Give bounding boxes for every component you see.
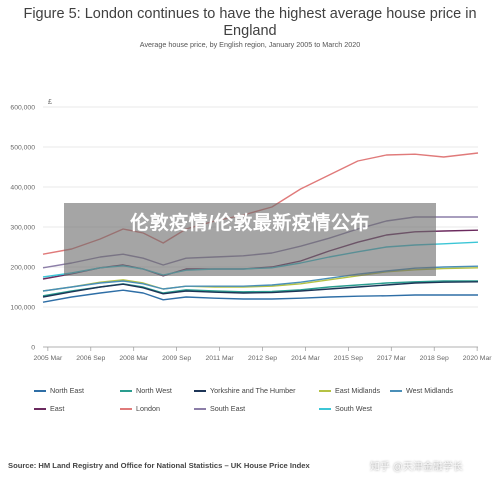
x-tick-label: 2015 Sep — [334, 355, 363, 362]
legend-label: North East — [50, 386, 84, 395]
legend-item: East Midlands — [319, 386, 380, 395]
y-axis-label: £ — [48, 99, 52, 106]
legend-item: North West — [120, 386, 172, 395]
x-tick-label: 2014 Mar — [291, 355, 320, 362]
legend-item: Yorkshire and The Humber — [194, 386, 296, 395]
legend-item: London — [120, 404, 160, 413]
y-tick-label: 600,000 — [10, 105, 35, 112]
legend-swatch — [120, 389, 132, 392]
legend-label: West Midlands — [406, 386, 454, 395]
y-tick-label: 200,000 — [10, 265, 35, 272]
watermark: 知乎 @天津金融学长 — [370, 462, 463, 473]
legend-swatch — [34, 389, 46, 392]
legend-item: West Midlands — [390, 386, 453, 395]
series-line-north-east — [42, 289, 478, 303]
y-tick-label: 400,000 — [10, 185, 35, 192]
legend-label: Yorkshire and The Humber — [210, 386, 296, 395]
overlay-banner: 伦敦疫情/伦敦最新疫情公布 — [64, 203, 436, 276]
x-tick-label: 2020 Mar — [463, 355, 492, 362]
x-tick-label: 2017 Mar — [377, 355, 406, 362]
legend-label: East — [50, 404, 65, 413]
chart-subtitle: Average house price, by English region, … — [139, 40, 361, 49]
legend-swatch — [319, 407, 331, 410]
legend-swatch — [194, 389, 206, 392]
x-tick-label: 2011 Mar — [205, 355, 234, 362]
x-tick-label: 2018 Sep — [420, 355, 449, 362]
legend-swatch — [34, 407, 46, 410]
x-tick-label: 2006 Sep — [76, 355, 105, 362]
legend-swatch — [319, 389, 331, 392]
x-tick-label: 2012 Sep — [248, 355, 277, 362]
source-note: Source: HM Land Registry and Office for … — [8, 461, 310, 470]
line-chart: £0 100,000 200,000 300,000 400,000 500,000 600… — [10, 99, 492, 362]
legend-item: South West — [319, 404, 372, 413]
x-tick-label: 2005 Mar — [34, 355, 63, 362]
chart-title: Figure 5: London continues to have the h… — [23, 6, 477, 39]
legend-item: North East — [34, 386, 84, 395]
legend-label: London — [136, 404, 160, 413]
legend-swatch — [120, 407, 132, 410]
legend-item: South East — [194, 404, 245, 413]
y-tick-label: 300,000 — [10, 225, 35, 232]
series-line-yorkshire-and-the-humber — [42, 281, 479, 298]
legend-label: North West — [136, 386, 172, 395]
y-tick-label: 100,000 — [10, 305, 35, 312]
x-tick-label: 2009 Sep — [162, 355, 191, 362]
x-tick-label: 2008 Mar — [119, 355, 148, 362]
legend-label: South West — [335, 404, 373, 413]
legend-swatch — [390, 389, 402, 392]
legend-swatch — [194, 407, 206, 410]
legend-label: East Midlands — [335, 386, 381, 395]
legend-item: East — [34, 404, 64, 413]
legend-label: South East — [210, 404, 246, 413]
y-tick-label: 0 — [31, 345, 35, 352]
y-tick-label: 500,000 — [10, 145, 35, 152]
